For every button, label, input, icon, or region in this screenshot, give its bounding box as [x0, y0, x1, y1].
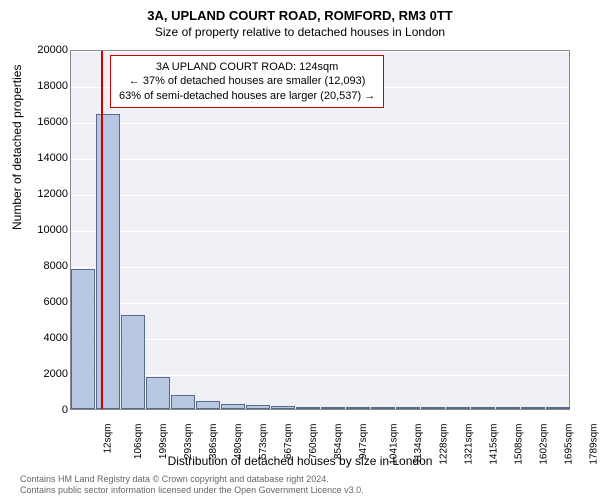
histogram-bar [371, 407, 395, 409]
y-tick-label: 20000 [18, 44, 68, 56]
info-line3: 63% of semi-detached houses are larger (… [119, 89, 375, 103]
y-tick-label: 16000 [18, 116, 68, 128]
histogram-bar [221, 404, 245, 409]
gridline [71, 231, 569, 232]
histogram-bar [171, 395, 195, 409]
x-tick-label: 1602sqm [538, 424, 549, 465]
histogram-bar [246, 405, 270, 409]
y-tick-label: 14000 [18, 152, 68, 164]
y-tick-label: 18000 [18, 80, 68, 92]
x-tick-label: 480sqm [233, 424, 244, 460]
x-tick-label: 1041sqm [388, 424, 399, 465]
x-tick-label: 573sqm [258, 424, 269, 460]
y-tick-label: 12000 [18, 188, 68, 200]
footer: Contains HM Land Registry data © Crown c… [20, 474, 364, 496]
x-tick-label: 760sqm [308, 424, 319, 460]
gridline [71, 195, 569, 196]
histogram-bar [346, 407, 370, 409]
x-axis-label: Distribution of detached houses by size … [0, 454, 600, 468]
x-tick-label: 199sqm [158, 424, 169, 460]
gridline [71, 51, 569, 52]
x-tick-label: 293sqm [183, 424, 194, 460]
histogram-bar [471, 407, 495, 409]
histogram-bar [321, 407, 345, 409]
histogram-bar [296, 407, 320, 409]
info-line1: 3A UPLAND COURT ROAD: 124sqm [119, 60, 375, 74]
histogram-bar [96, 114, 120, 409]
x-tick-label: 1134sqm [412, 424, 423, 464]
footer-line2: Contains public sector information licen… [20, 485, 364, 496]
info-box: 3A UPLAND COURT ROAD: 124sqm ← 37% of de… [110, 55, 384, 108]
gridline [71, 339, 569, 340]
y-tick-label: 10000 [18, 224, 68, 236]
y-tick-label: 4000 [18, 332, 68, 344]
histogram-bar [71, 269, 95, 409]
x-tick-label: 12sqm [102, 424, 113, 454]
histogram-bar [521, 407, 545, 409]
x-tick-label: 1789sqm [588, 424, 599, 465]
chart-title: 3A, UPLAND COURT ROAD, ROMFORD, RM3 0TT [0, 0, 600, 23]
histogram-bar [421, 407, 445, 409]
gridline [71, 267, 569, 268]
histogram-bar [196, 401, 220, 409]
gridline [71, 303, 569, 304]
histogram-bar [271, 406, 295, 409]
x-tick-label: 854sqm [333, 424, 344, 460]
gridline [71, 159, 569, 160]
x-tick-label: 1508sqm [513, 424, 524, 465]
histogram-bar [146, 377, 170, 409]
y-tick-label: 0 [18, 404, 68, 416]
histogram-bar [546, 407, 570, 409]
histogram-bar [446, 407, 470, 409]
x-tick-label: 1695sqm [563, 424, 574, 465]
info-line2: ← 37% of detached houses are smaller (12… [119, 74, 375, 88]
y-tick-label: 2000 [18, 368, 68, 380]
x-tick-label: 106sqm [133, 424, 144, 460]
x-tick-label: 386sqm [208, 424, 219, 460]
y-tick-label: 6000 [18, 296, 68, 308]
chart-subtitle: Size of property relative to detached ho… [0, 23, 600, 39]
y-tick-label: 8000 [18, 260, 68, 272]
histogram-bar [496, 407, 520, 409]
chart-container: 3A, UPLAND COURT ROAD, ROMFORD, RM3 0TT … [0, 0, 600, 500]
x-tick-label: 667sqm [283, 424, 294, 460]
histogram-bar [121, 315, 145, 409]
gridline [71, 123, 569, 124]
reference-line [101, 51, 103, 409]
x-tick-label: 947sqm [358, 424, 369, 460]
x-tick-label: 1321sqm [463, 424, 474, 465]
histogram-bar [396, 407, 420, 409]
x-tick-label: 1415sqm [488, 424, 499, 465]
footer-line1: Contains HM Land Registry data © Crown c… [20, 474, 364, 485]
x-tick-label: 1228sqm [438, 424, 449, 465]
